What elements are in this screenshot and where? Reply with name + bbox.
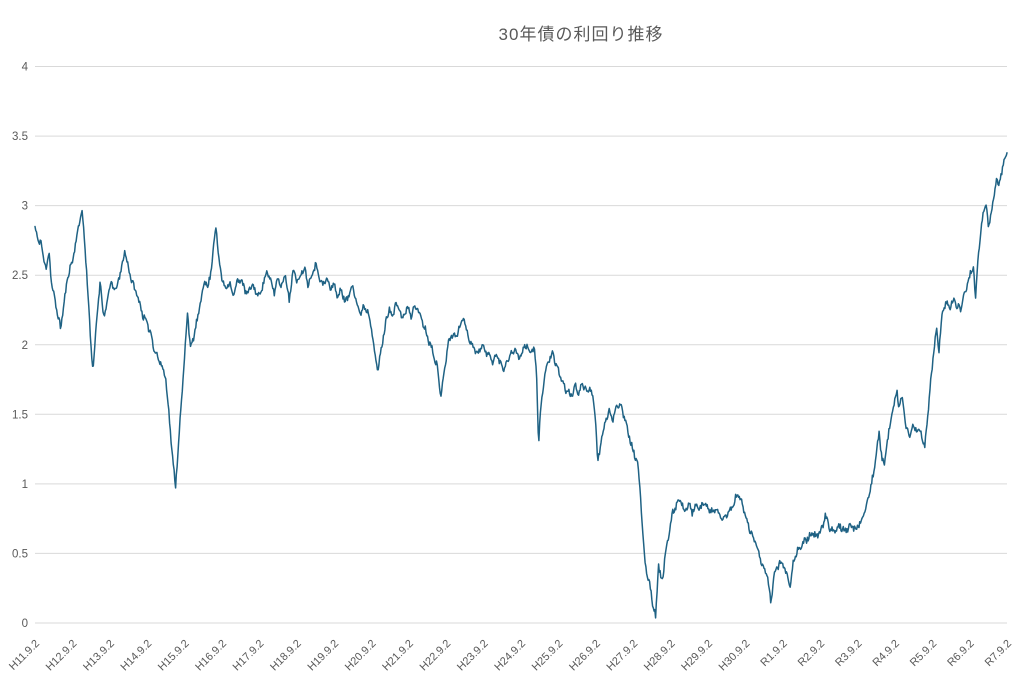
x-tick-label: H11.9.2 <box>7 638 42 673</box>
x-tick-label: R4.9.2 <box>871 638 902 669</box>
y-tick-label: 3.5 <box>12 131 28 143</box>
x-tick-label: H23.9.2 <box>455 638 491 674</box>
x-tick-label: H29.9.2 <box>679 638 715 674</box>
x-tick-label: R6.9.2 <box>945 638 976 669</box>
x-tick-label: H26.9.2 <box>567 638 603 674</box>
x-tick-label: R7.9.2 <box>983 638 1014 669</box>
x-tick-label: H12.9.2 <box>44 638 80 674</box>
x-tick-label: H13.9.2 <box>81 638 117 674</box>
y-tick-label: 4 <box>22 62 29 74</box>
y-tick-label: 0 <box>22 618 28 630</box>
y-tick-label: 2.5 <box>12 270 28 282</box>
x-tick-label: H17.9.2 <box>231 638 267 674</box>
x-tick-label: H15.9.2 <box>156 638 192 674</box>
chart-title: 30年債の利回り推移 <box>498 25 664 44</box>
x-tick-label: R3.9.2 <box>833 638 864 669</box>
x-tick-label: H18.9.2 <box>268 638 304 674</box>
y-tick-label: 3 <box>22 201 28 213</box>
x-tick-label: H27.9.2 <box>605 638 641 674</box>
x-tick-label: H16.9.2 <box>193 638 229 674</box>
gridlines <box>35 66 1007 624</box>
x-tick-label: H22.9.2 <box>418 638 454 674</box>
x-tick-label: H24.9.2 <box>492 638 528 674</box>
y-tick-label: 0.5 <box>12 548 28 560</box>
x-tick-label: H14.9.2 <box>119 638 155 674</box>
x-axis-labels: H11.9.2 H12.9.2 H13.9.2 H14.9.2 H15.9.2 H16.9… <box>7 638 1014 674</box>
y-tick-label: 2 <box>22 340 28 352</box>
x-tick-label: R5.9.2 <box>908 638 939 669</box>
x-tick-label: H21.9.2 <box>380 638 416 674</box>
x-tick-label: H25.9.2 <box>530 638 566 674</box>
x-tick-label: H28.9.2 <box>642 638 678 674</box>
x-tick-label: H20.9.2 <box>343 638 379 674</box>
y-axis-labels: 0 0.5 1 1.5 2 2.5 3 3.5 4 <box>12 62 29 631</box>
yield-series-line <box>34 152 1008 619</box>
x-tick-label: R2.9.2 <box>796 638 827 669</box>
y-tick-label: 1.5 <box>12 409 28 421</box>
x-tick-label: R1.9.2 <box>758 638 789 669</box>
x-tick-label: H30.9.2 <box>717 638 753 674</box>
x-tick-label: H19.9.2 <box>305 638 341 674</box>
y-tick-label: 1 <box>22 479 28 491</box>
